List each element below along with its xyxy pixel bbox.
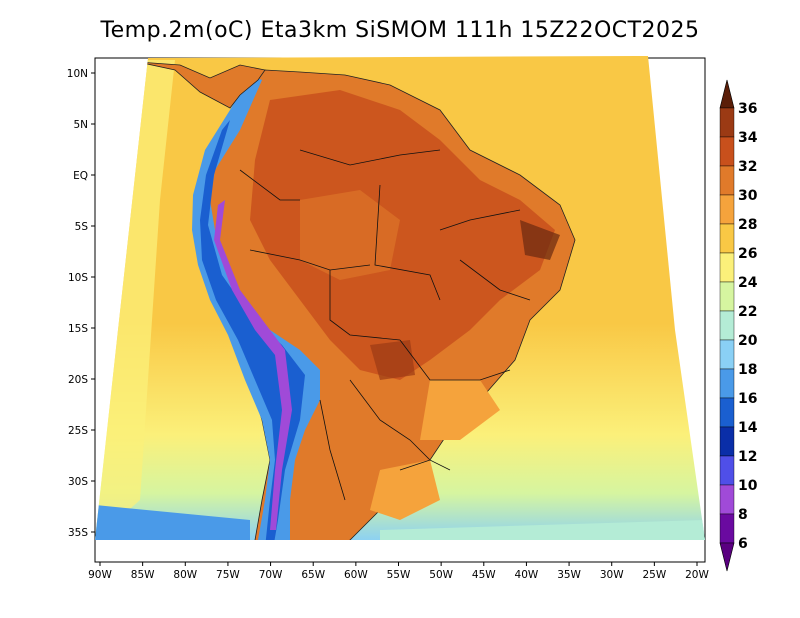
colorbar-label: 28	[738, 217, 757, 233]
border-bolivia	[329, 270, 401, 341]
colorbar-label: 18	[738, 362, 757, 378]
colorbar-label: 6	[738, 536, 748, 552]
southern-cold-band	[95, 505, 250, 540]
central-amazon	[300, 190, 400, 280]
lon-tick-label: 70W	[259, 569, 283, 581]
colorbar-label: 26	[738, 246, 757, 262]
colorbar-label: 32	[738, 159, 757, 175]
colorbar-band	[719, 484, 735, 515]
lon-tick-label: 45W	[472, 569, 496, 581]
colorbar-label: 22	[738, 304, 757, 320]
colorbar-label: 20	[738, 333, 758, 349]
colorbar-label: 8	[738, 507, 748, 523]
argentina-plains	[290, 420, 380, 540]
colorbar-top-arrow	[719, 79, 735, 109]
lat-tick-label: 35S	[68, 527, 88, 539]
lon-tick-label: 60W	[344, 569, 368, 581]
central-america-land	[137, 61, 266, 109]
lat-tick-label: 30S	[68, 476, 88, 488]
lat-tick-label: 5S	[75, 221, 89, 233]
colorbar-label: 14	[738, 420, 758, 436]
lon-tick-label: 40W	[515, 569, 539, 581]
colorbar-band	[719, 223, 735, 254]
colorbar-band	[719, 252, 735, 283]
border-paraguay	[349, 379, 431, 461]
border-northeast	[439, 209, 521, 231]
colorbar-band	[719, 136, 735, 167]
map-title: Temp.2m(oC) Eta3km SiSMOM 111h 15Z22OCT2…	[100, 18, 700, 43]
border-bahia	[459, 259, 531, 301]
lat-tick-label: 25S	[68, 425, 88, 437]
longitude-ticks: 90W 85W 80W 75W 70W 65W 60W 55W 50W 45W 40W 35W 30W 2…	[88, 562, 709, 581]
colorbar-band	[719, 368, 735, 399]
latitude-ticks: 10N 5N EQ 5S 10S 15S 20S 25S 30S 35S	[67, 68, 95, 539]
lat-tick-label: 10S	[68, 272, 88, 284]
border-argentina	[319, 399, 346, 501]
colorbar-band	[719, 455, 735, 486]
border-colombia-ecuador	[239, 169, 300, 201]
colorbar-label: 12	[738, 449, 757, 465]
southern-brazil	[370, 460, 440, 520]
lon-tick-label: 65W	[301, 569, 325, 581]
colorbar-label: 24	[738, 275, 758, 291]
lat-tick-label: 5N	[73, 119, 88, 131]
border-amazonas	[374, 184, 441, 301]
southeast-highlands	[420, 380, 500, 440]
colorbar: 36 34 32 30 28 26 24 22 20 18 16 14 12 10 8 6	[719, 79, 758, 572]
south-atlantic-cool	[380, 520, 705, 540]
colorbar-band	[719, 165, 735, 196]
lon-tick-label: 85W	[131, 569, 155, 581]
colorbar-label: 30	[738, 188, 758, 204]
field-layer	[95, 56, 705, 540]
hotspot-northeast	[520, 220, 560, 260]
lon-tick-label: 90W	[88, 569, 112, 581]
colorbar-band	[719, 281, 735, 312]
colorbar-bottom-arrow	[719, 542, 735, 572]
colorbar-band	[719, 194, 735, 225]
lon-tick-label: 20W	[685, 569, 709, 581]
colorbar-band	[719, 426, 735, 457]
colorbar-label: 16	[738, 391, 757, 407]
lat-tick-label: 10N	[67, 68, 88, 80]
border-north	[299, 149, 441, 166]
lon-tick-label: 80W	[173, 569, 197, 581]
lon-tick-label: 55W	[387, 569, 411, 581]
hotspot-pantanal	[370, 340, 415, 380]
lon-tick-label: 25W	[642, 569, 666, 581]
colorbar-label: 10	[738, 478, 758, 494]
andes-summits	[214, 200, 292, 530]
lat-tick-label: 15S	[68, 323, 88, 335]
colorbar-band	[719, 107, 735, 138]
lon-tick-label: 30W	[600, 569, 624, 581]
colorbar-label: 36	[738, 101, 757, 117]
colorbar-band	[719, 339, 735, 370]
colorbar-band	[719, 397, 735, 428]
lon-tick-label: 75W	[216, 569, 240, 581]
lat-tick-label: 20S	[68, 374, 88, 386]
border-uruguay	[399, 459, 451, 471]
lon-tick-label: 50W	[429, 569, 453, 581]
colorbar-band	[719, 513, 735, 544]
colorbar-label: 34	[738, 130, 758, 146]
border-peru-brazil	[249, 249, 371, 271]
political-borders	[239, 149, 531, 501]
hot-interior	[250, 90, 555, 380]
border-central	[399, 339, 511, 381]
lat-tick-label: EQ	[73, 170, 88, 182]
lon-tick-label: 35W	[557, 569, 581, 581]
colorbar-band	[719, 310, 735, 341]
